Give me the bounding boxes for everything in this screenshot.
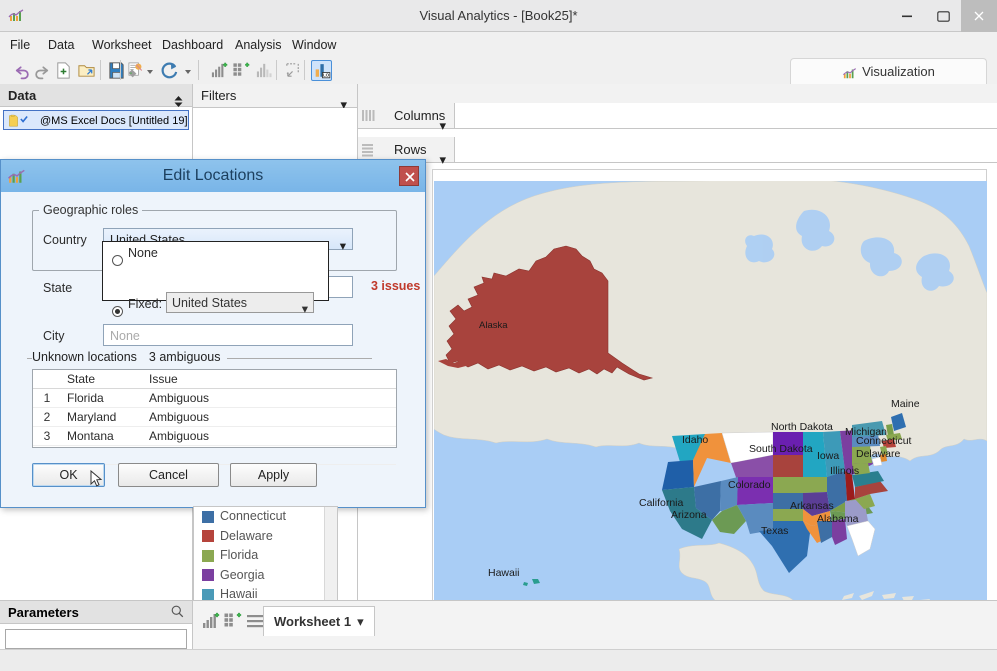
svg-text:Alaska: Alaska [479, 320, 508, 331]
svg-text:LO: LO [323, 73, 330, 78]
